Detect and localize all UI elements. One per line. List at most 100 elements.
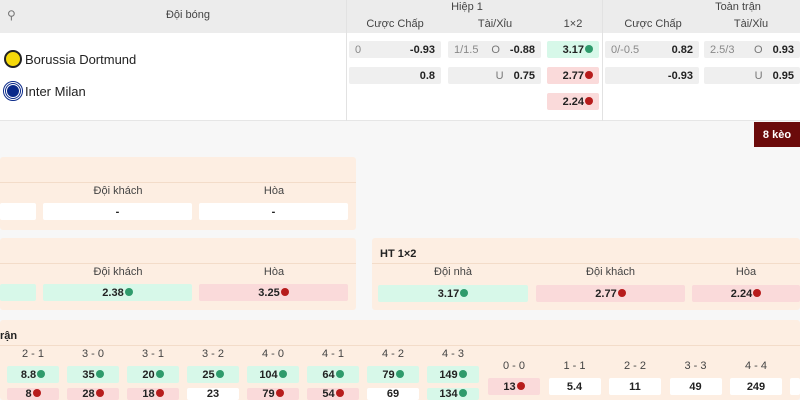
odds-home[interactable] (0, 284, 36, 301)
label-draw: Hòa (263, 266, 285, 278)
dortmund-logo-icon (4, 50, 22, 68)
arrow-up-icon (585, 44, 593, 53)
col-half-1x2: 1×2 (563, 18, 583, 30)
score-odds[interactable]: 49 (669, 378, 722, 395)
score-odds[interactable]: 8.8 (7, 366, 59, 383)
score-odds[interactable]: 35 (67, 366, 119, 383)
odds-draw[interactable]: 3.25 (199, 284, 348, 301)
half-1x2-home[interactable]: 3.17 (547, 41, 599, 58)
score-odds[interactable]: 20 (127, 366, 179, 383)
label-away: Đội khách (586, 266, 635, 278)
half-under[interactable]: U 0.75 (448, 67, 541, 84)
team-home[interactable]: Borussia Dortmund (4, 50, 136, 68)
arrow-up-icon (95, 369, 104, 378)
arrow-up-icon (458, 389, 467, 397)
col-full-handicap: Cược Chấp (624, 18, 682, 30)
full-over[interactable]: 2.5/3 O 0.93 (704, 41, 800, 58)
table-header: ⚲ Đội bóng Hiệp 1 Toàn trận Cược Chấp Tà… (0, 0, 800, 121)
ht-odds-draw[interactable]: 2.24 (692, 285, 800, 302)
arrow-up-icon (460, 288, 469, 297)
correct-score-card: rận 2 - 1 8.8 8 3 - 0 35 28 3 - 1 20 18 3 - 2 25 23… (0, 320, 800, 400)
label-home: Đội nhà (434, 266, 472, 278)
market-card-1: Đội khách Hòa - - (0, 157, 356, 230)
score-label: 4 - 0 (261, 348, 284, 360)
arrow-down-icon (155, 389, 164, 397)
arrow-down-icon (335, 389, 344, 397)
more-odds-button[interactable]: 8 kèo (754, 122, 800, 147)
half-handicap-away[interactable]: 0.8 (349, 67, 441, 84)
score-label: 3 - 2 (201, 348, 224, 360)
score-label: 4 - 4 (744, 360, 767, 372)
score-odds[interactable]: 11 (609, 378, 661, 395)
score-odds[interactable]: 249 (730, 378, 782, 395)
pin-icon[interactable]: ⚲ (7, 8, 16, 22)
score-odds[interactable]: 104 (247, 366, 299, 383)
team-column-header: Đội bóng (165, 9, 211, 21)
score-odds[interactable]: 134 (427, 388, 479, 400)
half-1x2-away[interactable]: 2.77 (547, 67, 599, 84)
score-odds[interactable]: 18 (127, 388, 179, 400)
label-away: Đội khách (93, 185, 143, 197)
label-draw: Hòa (735, 266, 757, 278)
score-odds[interactable]: 5.4 (548, 378, 601, 395)
half-header: Hiệp 1 (451, 1, 483, 13)
arrow-up-icon (155, 369, 164, 378)
team-away[interactable]: Inter Milan (3, 81, 86, 101)
arrow-up-icon (37, 369, 46, 378)
score-odds[interactable]: 28 (67, 388, 119, 400)
score-odds[interactable]: 149 (427, 366, 479, 383)
ht-odds-home[interactable]: 3.17 (378, 285, 528, 302)
score-label: 4 - 2 (381, 348, 404, 360)
arrow-down-icon (275, 389, 284, 397)
inter-logo-icon (3, 81, 23, 101)
score-label: 4 - 1 (321, 348, 344, 360)
score-label: 3 - 3 (684, 360, 707, 372)
arrow-down-icon (617, 288, 626, 297)
score-label: 0 - 0 (502, 360, 525, 372)
score-odds[interactable]: 79 (367, 366, 419, 383)
arrow-down-icon (585, 96, 593, 105)
score-odds[interactable]: 64 (307, 366, 359, 383)
score-label: 4 - 3 (441, 348, 464, 360)
score-label: 2 - 2 (623, 360, 646, 372)
arrow-down-icon (516, 381, 525, 390)
score-odds[interactable]: 13 (488, 378, 540, 395)
odds-home[interactable] (0, 203, 36, 220)
arrow-down-icon (32, 389, 41, 397)
arrow-up-icon (335, 369, 344, 378)
full-handicap-away[interactable]: -0.93 (605, 67, 699, 84)
arrow-up-icon (278, 369, 287, 378)
arrow-down-icon (280, 287, 289, 296)
odds-away[interactable]: - (43, 203, 192, 220)
score-odds[interactable]: 25 (187, 366, 239, 383)
half-over[interactable]: 1/1.5 O -0.88 (448, 41, 541, 58)
odds-draw[interactable]: - (199, 203, 348, 220)
arrow-down-icon (95, 389, 104, 397)
score-label: 1 - 1 (563, 360, 586, 372)
score-odds[interactable]: 8 (7, 388, 59, 400)
ht-odds-away[interactable]: 2.77 (536, 285, 685, 302)
score-label: 2 - 1 (21, 348, 44, 360)
label-draw: Hòa (263, 185, 285, 197)
card-title: HT 1×2 (380, 248, 417, 260)
arrow-up-icon (458, 369, 467, 378)
score-odds[interactable]: 69 (367, 388, 419, 400)
ht-1x2-card: HT 1×2 Đội nhà Đội khách Hòa 3.17 2.77 2… (372, 238, 800, 310)
score-odds[interactable]: 23 (187, 388, 239, 400)
arrow-down-icon (585, 70, 593, 79)
half-1x2-draw[interactable]: 2.24 (547, 93, 599, 110)
score-odds[interactable]: 79 (247, 388, 299, 400)
card-title: rận (0, 330, 18, 342)
score-odds[interactable]: 54 (307, 388, 359, 400)
full-handicap-home[interactable]: 0/-0.5 0.82 (605, 41, 699, 58)
odds-away[interactable]: 2.38 (43, 284, 192, 301)
half-handicap-home[interactable]: 0 -0.93 (349, 41, 441, 58)
arrow-up-icon (124, 287, 133, 296)
label-away: Đội khách (93, 266, 143, 278)
score-label: 3 - 0 (81, 348, 104, 360)
score-label: 3 - 1 (141, 348, 164, 360)
col-half-handicap: Cược Chấp (366, 18, 424, 30)
team-name: Borussia Dortmund (25, 51, 137, 67)
score-odds[interactable] (790, 378, 800, 395)
full-under[interactable]: U 0.95 (704, 67, 800, 84)
